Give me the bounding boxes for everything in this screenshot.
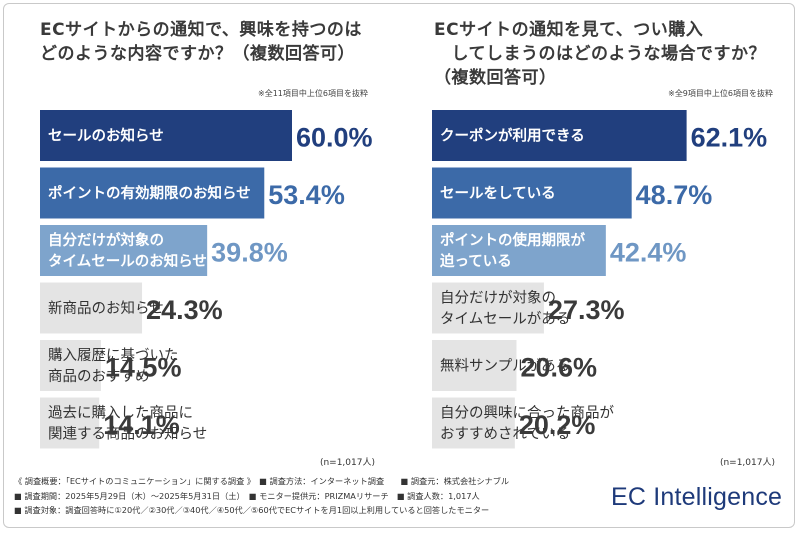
bar (40, 282, 143, 334)
survey-overview: 《 調査概要：「ECサイトのコミュニケーション」に関する調査 》 ■ 調査方法：… (14, 474, 509, 518)
value-label: 39.8% (211, 238, 288, 268)
value-label: 27.3% (548, 295, 625, 325)
value-label: 60.0% (296, 123, 373, 153)
category-label: 新商品のお知らせ (48, 300, 164, 317)
category-label: 自分の興味に合った商品がおすすめされている (440, 405, 614, 443)
bar (40, 225, 208, 276)
left-chart-note: ※全11項目中上位6項目を抜粋 (258, 89, 368, 98)
value-label: 20.6% (520, 353, 597, 383)
category-label: ポイントの使用期限が迫っている (439, 231, 585, 270)
card-frame (3, 3, 795, 528)
bar (432, 110, 687, 161)
value-label: 42.4% (610, 238, 687, 268)
category-label: ポイントの有効期限のお知らせ (48, 184, 251, 202)
value-label: 62.1% (691, 123, 768, 153)
value-label: 20.2% (519, 410, 596, 440)
category-label: 自分だけが対象のタイムセールがある (440, 290, 570, 328)
bar (432, 340, 517, 391)
category-label: 自分だけが対象のタイムセールのお知らせ (48, 231, 207, 270)
survey-overview-line: ■ 調査期間：2025年5月29日（木）〜2025年5月31日（土） ■ モニタ… (14, 490, 480, 501)
value-label: 24.3% (146, 295, 223, 325)
brand-logo: EC Intelligence (611, 483, 783, 511)
right-chart-note: ※全9項目中上位6項目を抜粋 (668, 89, 773, 98)
left-bar-chart: セールのお知らせ 60.0% ポイントの有効期限のお知らせ 53.4% 自分だけが対象の… (40, 110, 373, 449)
value-label: 14.1% (103, 410, 180, 440)
value-label: 53.4% (268, 180, 345, 210)
right-sample-size: (n=1,017人) (719, 458, 775, 468)
right-chart-title: ECサイトの通知を見て、つい購入 してしまうのはどのような場合ですか？ （複数回… (434, 20, 766, 88)
survey-overview-line: 《 調査概要：「ECサイトのコミュニケーション」に関する調査 》 ■ 調査方法：… (14, 476, 510, 486)
bar (432, 225, 606, 276)
left-chart: セールのお知らせ 60.0% ポイントの有効期限のお知らせ 53.4% 自分だけが対象の… (0, 110, 400, 450)
bar (40, 340, 101, 391)
right-chart: クーポンが利用できる 62.1% セールをしている 48.7% ポイントの使用期限が迫っ… (400, 110, 800, 450)
category-label: セールのお知らせ (48, 127, 164, 145)
bar (432, 397, 515, 449)
category-label: 無料サンプルがある (440, 358, 570, 375)
bar (40, 167, 265, 219)
bar (40, 110, 292, 161)
category-label: クーポンが利用できる (440, 127, 585, 145)
category-label: セールをしている (440, 185, 556, 202)
category-label: 購入履歴に基づいた商品のおすすめ (48, 347, 179, 385)
value-label: 48.7% (636, 180, 713, 210)
bar (432, 167, 632, 219)
bar (432, 282, 544, 334)
category-label: 過去に購入した商品に関連する商品のお知らせ (48, 405, 207, 443)
value-label: 14.5% (105, 353, 182, 383)
left-sample-size: (n=1,017人) (319, 458, 375, 468)
bar (40, 397, 100, 449)
left-chart-title: ECサイトからの通知で、興味を持つのは どのような内容ですか？（複数回答可） (40, 20, 362, 64)
survey-overview-line: ■ 調査対象：調査回答時に①20代／②30代／③40代／④50代／⑤60代でEC… (14, 505, 490, 515)
right-bar-chart: クーポンが利用できる 62.1% セールをしている 48.7% ポイントの使用期限が迫っ… (432, 110, 768, 449)
